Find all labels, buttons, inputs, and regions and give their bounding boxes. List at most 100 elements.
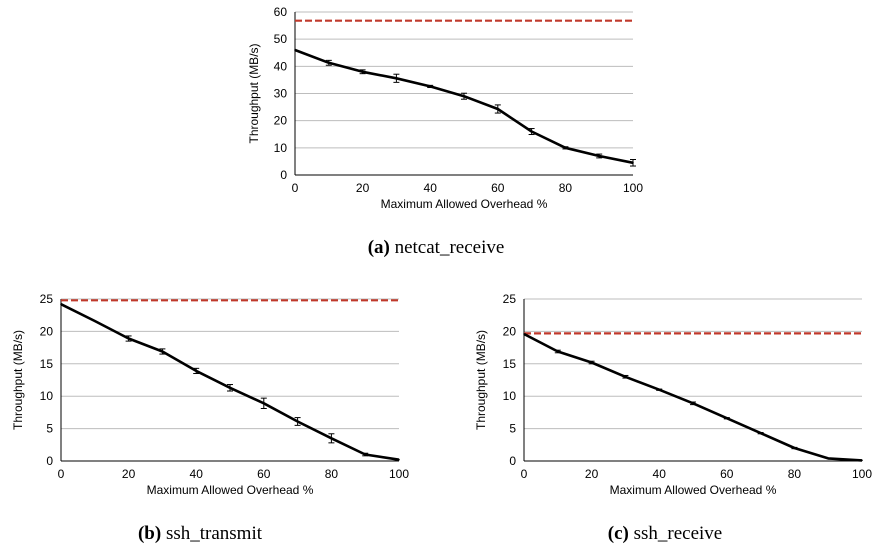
data-point [296, 420, 299, 423]
y-tick-label: 15 [503, 357, 517, 371]
y-tick-label: 20 [274, 114, 288, 128]
error-bar [393, 73, 400, 83]
error-bar [588, 360, 595, 365]
data-point [497, 108, 499, 110]
x-axis-label: Maximum Allowed Overhead % [610, 483, 777, 497]
error-bar [294, 49, 296, 51]
x-tick-label: 100 [852, 467, 872, 481]
x-tick-label: 100 [389, 467, 409, 481]
x-axis-label: Maximum Allowed Overhead % [147, 483, 314, 497]
x-tick-label: 20 [585, 467, 599, 481]
data-point [229, 386, 231, 389]
data-point [793, 447, 796, 449]
chart-caption: (b) ssh_transmit [138, 523, 263, 544]
data-point [294, 49, 296, 51]
x-tick-label: 80 [788, 467, 802, 481]
error-bar [562, 146, 569, 150]
error-bar [193, 367, 200, 375]
data-point [590, 361, 593, 364]
error-bar [861, 459, 863, 462]
data-point [361, 70, 364, 73]
error-bar [690, 401, 696, 406]
x-tick-label: 100 [623, 181, 643, 195]
chart-caption: (c) ssh_receive [608, 523, 722, 544]
error-bar [227, 384, 233, 392]
x-tick-label: 80 [559, 181, 573, 195]
data-point [726, 417, 728, 420]
data-point [263, 402, 265, 405]
y-tick-label: 30 [274, 87, 288, 101]
data-point [398, 458, 400, 461]
error-bar [325, 59, 332, 66]
y-tick-label: 25 [503, 292, 517, 306]
error-bar [554, 349, 561, 354]
y-tick-label: 25 [40, 292, 54, 306]
y-tick-label: 20 [503, 324, 517, 338]
caption-letter: (a) [368, 237, 390, 258]
y-tick-label: 10 [40, 389, 54, 403]
y-tick-label: 0 [46, 454, 53, 468]
caption-name: ssh_receive [629, 523, 722, 544]
data-point [523, 333, 525, 335]
data-point [429, 85, 432, 88]
series-line [60, 303, 400, 461]
data-point [624, 375, 627, 378]
error-bar [94, 320, 96, 322]
data-point [364, 453, 367, 456]
caption-name: netcat_receive [390, 237, 504, 258]
error-bar [398, 458, 400, 461]
data-point [94, 320, 96, 322]
data-point [861, 459, 863, 462]
y-tick-label: 0 [509, 454, 516, 468]
data-point [161, 350, 164, 353]
chart-ssh-receive: 0 5 10 15 20 25 0 20 40 60 80 100 Maximum Allowed Ov… [474, 292, 872, 544]
x-tick-label: 60 [491, 181, 505, 195]
data-point [692, 402, 694, 405]
data-point [632, 161, 634, 164]
x-tick-label: 40 [190, 467, 204, 481]
x-tick-label: 20 [122, 467, 136, 481]
error-bar [260, 397, 267, 410]
data-point [463, 95, 465, 98]
data-point [564, 147, 567, 149]
x-tick-label: 60 [257, 467, 271, 481]
data-point [195, 370, 197, 372]
series-line [523, 332, 863, 462]
error-bar [328, 433, 335, 444]
error-bar [630, 159, 636, 167]
y-tick-label: 10 [503, 389, 517, 403]
x-tick-label: 20 [356, 181, 370, 195]
error-bar [494, 104, 501, 114]
y-axis-label: Throughput (MB/s) [247, 43, 261, 143]
error-bar [359, 69, 366, 75]
chart-caption: (a) netcat_receive [368, 237, 505, 258]
x-tick-label: 60 [720, 467, 734, 481]
y-tick-label: 15 [40, 357, 54, 371]
x-tick-label: 0 [292, 181, 299, 195]
error-bar [60, 303, 62, 305]
chart-ssh-transmit: 0 5 10 15 20 25 0 20 40 60 80 100 Maximum Allowed Ov… [11, 292, 409, 544]
error-bar [294, 417, 301, 426]
x-tick-label: 80 [325, 467, 339, 481]
data-point [658, 388, 660, 391]
y-tick-label: 20 [40, 324, 54, 338]
x-tick-label: 40 [653, 467, 667, 481]
caption-letter: (c) [608, 523, 629, 544]
y-tick-label: 60 [274, 5, 288, 19]
error-bar [523, 333, 525, 335]
error-bar [427, 84, 434, 89]
data-point [557, 350, 559, 353]
error-bar [656, 388, 663, 391]
y-tick-label: 40 [274, 59, 288, 73]
y-tick-label: 0 [280, 168, 287, 182]
data-point [395, 77, 398, 80]
x-tick-label: 40 [424, 181, 438, 195]
error-bar [461, 92, 467, 100]
data-point [127, 337, 130, 340]
error-bar [362, 452, 369, 457]
y-axis-label: Throughput (MB/s) [474, 330, 488, 430]
x-tick-label: 0 [58, 467, 65, 481]
error-bar [723, 417, 730, 420]
data-point [530, 130, 533, 133]
